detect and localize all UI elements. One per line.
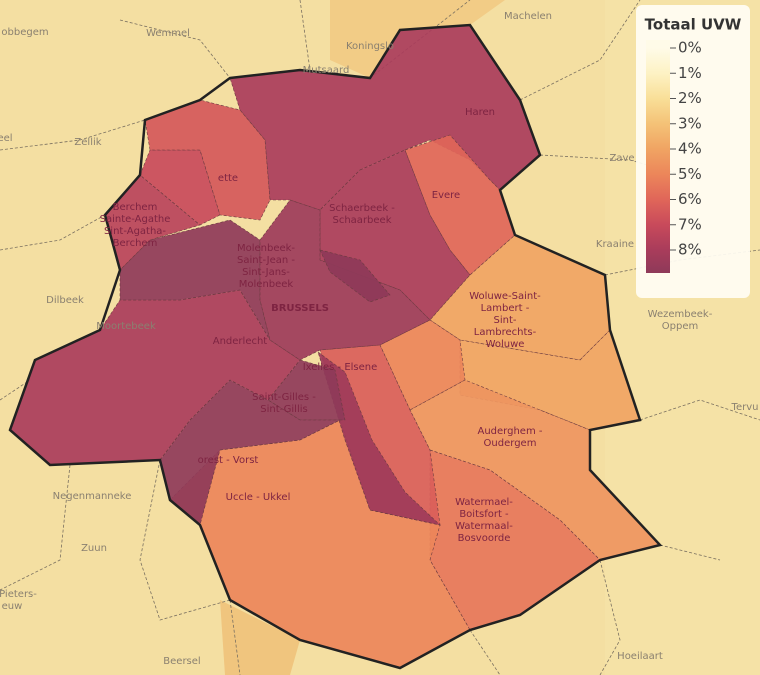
municipality-label: Sint-Gillis bbox=[260, 404, 307, 415]
municipality-label: Uccle - Ukkel bbox=[226, 492, 291, 503]
place-label: Wezembeek- bbox=[648, 309, 713, 320]
municipality-label: Lambrechts- bbox=[474, 327, 537, 338]
region-outline bbox=[8, 23, 663, 670]
legend-tick-label: 7% bbox=[678, 215, 702, 233]
place-label: Zellik bbox=[74, 137, 101, 148]
place-label: Wemmel bbox=[146, 28, 190, 39]
municipality-label: Woluwe-Saint- bbox=[469, 291, 541, 302]
place-label: Mutsaard bbox=[303, 65, 350, 76]
municipality-label: Woluwe bbox=[486, 339, 525, 350]
municipality-label: Oudergem bbox=[484, 438, 537, 449]
legend-tick-label: 6% bbox=[678, 190, 702, 208]
municipality-label: Auderghem - bbox=[478, 426, 543, 437]
municipality-label: Anderlecht bbox=[213, 336, 268, 347]
place-label: Moortebeek bbox=[96, 321, 156, 332]
municipality-label: Molenbeek bbox=[239, 279, 294, 290]
municipality bbox=[319, 249, 391, 303]
legend-tick-label: 5% bbox=[678, 165, 702, 183]
neighbor-area bbox=[220, 600, 300, 675]
legend-tick-label: 0% bbox=[678, 39, 702, 57]
municipality-label: Sainte-Agathe bbox=[100, 214, 171, 225]
legend-tick-label: 4% bbox=[678, 140, 702, 158]
municipality-label: ette bbox=[218, 173, 238, 184]
legend-tick-label: 3% bbox=[678, 114, 702, 132]
municipality-label: Sint-Agatha- bbox=[104, 226, 166, 237]
municipality bbox=[267, 359, 346, 421]
legend-tick-label: 2% bbox=[678, 89, 702, 107]
municipality-label: Lambert - bbox=[481, 303, 530, 314]
municipality-label: Bosvoorde bbox=[458, 533, 511, 544]
legend: Totaal UVW 0% 1% 2% 3% 4% 5% 6% 7% 8% bbox=[636, 5, 750, 298]
municipality-label: Sint-Jans- bbox=[242, 267, 290, 278]
place-label: eel bbox=[0, 133, 13, 144]
labels: Haren Evere Schaerbeek -Schaarbeek Woluwe-S… bbox=[0, 11, 758, 667]
place-label: Beersel bbox=[163, 656, 200, 667]
place-label: Negenmanneke bbox=[53, 491, 132, 502]
municipality-label: Evere bbox=[432, 190, 460, 201]
municipality-label: BRUSSELS bbox=[271, 303, 329, 314]
place-label: Zave bbox=[609, 153, 634, 164]
neighbor-area bbox=[330, 0, 505, 78]
municipality-label: Schaarbeek bbox=[333, 215, 392, 226]
municipality-label: Saint-Jean - bbox=[237, 255, 295, 266]
place-label: Oppem bbox=[662, 321, 698, 332]
municipality-label: orest - Vorst bbox=[198, 455, 259, 466]
municipality-label: Boitsfort - bbox=[459, 509, 509, 520]
place-label: Tervu bbox=[731, 402, 759, 413]
legend-bar bbox=[646, 40, 670, 273]
municipality-label: Watermael- bbox=[455, 497, 513, 508]
legend-title: Totaal UVW bbox=[645, 16, 742, 34]
municipality bbox=[144, 99, 271, 221]
place-label: euw bbox=[2, 601, 23, 612]
place-label: obbegem bbox=[1, 27, 48, 38]
place-label: Machelen bbox=[504, 11, 552, 22]
municipality-label: Ixelles - Elsene bbox=[303, 362, 378, 373]
municipality-label: Watermaal- bbox=[455, 521, 513, 532]
municipality-label: Berchem bbox=[113, 238, 158, 249]
municipality-label: Schaerbeek - bbox=[329, 203, 395, 214]
legend-tick-label: 1% bbox=[678, 64, 702, 82]
municipality-label: Sint- bbox=[494, 315, 517, 326]
place-label: Koningslo bbox=[346, 41, 394, 52]
place-label: Pieters- bbox=[0, 589, 37, 600]
municipality bbox=[404, 134, 516, 276]
municipality bbox=[9, 289, 301, 466]
place-label: Dilbeek bbox=[46, 295, 84, 306]
place-label: Kraaine bbox=[596, 239, 634, 250]
place-label: Hoeilaart bbox=[617, 651, 663, 662]
municipality-label: Haren bbox=[465, 107, 495, 118]
municipality-label: Molenbeek- bbox=[237, 243, 295, 254]
municipality bbox=[317, 351, 441, 526]
legend-tick-label: 8% bbox=[678, 241, 702, 259]
municipality-label: Saint-Gilles - bbox=[252, 392, 316, 403]
place-label: Zuun bbox=[81, 543, 107, 554]
municipality-label: Berchem bbox=[113, 202, 158, 213]
